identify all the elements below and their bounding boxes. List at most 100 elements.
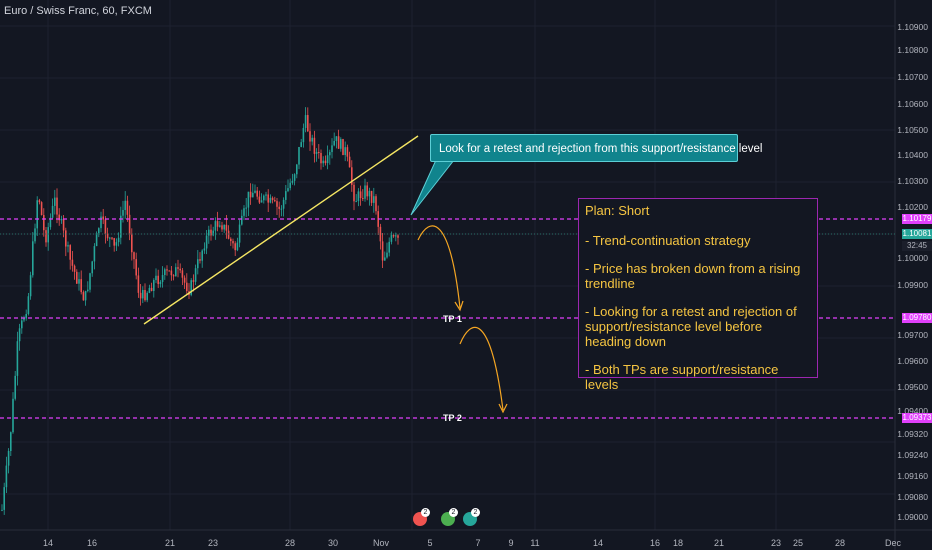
candle-body	[324, 160, 327, 164]
candle-body	[106, 234, 109, 239]
candle-body	[249, 191, 252, 198]
candle-body	[384, 257, 386, 261]
y-tick-label: 1.10800	[897, 45, 928, 55]
candle-body	[126, 200, 129, 215]
candle-body	[342, 139, 344, 155]
y-tick-label: 1.10000	[897, 253, 928, 263]
candle-body	[104, 219, 107, 235]
candle-body	[368, 190, 371, 197]
event-count-badge: 2	[421, 508, 430, 517]
y-tick-label: 1.10200	[897, 202, 928, 212]
candle-body	[280, 208, 283, 210]
y-tick-label: 1.09080	[897, 492, 928, 502]
candle-body	[16, 341, 19, 376]
candle-body	[18, 328, 21, 342]
candle-body	[67, 245, 69, 247]
candle-body	[161, 275, 164, 282]
candle-body	[223, 224, 225, 230]
candle-body	[214, 221, 217, 231]
candle-body	[203, 248, 206, 251]
plan-text-box[interactable]: Plan: Short - Trend-continuation strateg…	[578, 198, 818, 392]
candle-body	[3, 487, 5, 510]
candle-body	[329, 152, 331, 156]
candle-body	[370, 190, 373, 203]
candle-body	[181, 270, 184, 278]
tp2-label[interactable]: TP 2	[443, 413, 462, 423]
candle-body	[117, 237, 120, 243]
candle-body	[38, 200, 41, 203]
candle-body	[51, 205, 54, 218]
candle-body	[241, 215, 243, 225]
candle-body	[80, 279, 82, 293]
projection-arrow-2-head	[498, 403, 508, 414]
plan-line: - Looking for a retest and rejection of …	[585, 304, 797, 349]
candle-body	[388, 241, 390, 253]
candle-body	[234, 243, 236, 251]
candle-body	[271, 197, 274, 201]
economic-event-icon[interactable]: 2	[441, 508, 458, 526]
candle-body	[82, 292, 85, 301]
bar-countdown: 32:45	[902, 241, 932, 251]
candle-body	[139, 292, 142, 299]
candle-body	[95, 233, 98, 247]
candle-body	[355, 201, 357, 203]
candle-body	[260, 200, 263, 203]
y-tick-label: 1.10700	[897, 72, 928, 82]
candle-body	[245, 207, 247, 209]
candle-body	[331, 145, 333, 153]
x-tick-label: 21	[164, 538, 176, 548]
economic-event-icon[interactable]: 2	[413, 508, 430, 526]
candle-body	[87, 289, 89, 291]
x-tick-label: 14	[42, 538, 54, 548]
last-price-tag: 1.10081	[902, 229, 932, 239]
projection-arrow-1[interactable]	[417, 225, 461, 309]
candle-body	[23, 318, 25, 321]
candle-body	[12, 398, 14, 433]
candle-body	[175, 267, 177, 277]
candle-body	[307, 115, 309, 132]
candle-body	[172, 275, 175, 277]
callout-note[interactable]: Look for a retest and rejection from thi…	[430, 134, 762, 162]
candle-body	[227, 230, 230, 239]
candle-body	[144, 289, 146, 301]
candle-body	[293, 174, 296, 181]
candle-body	[397, 235, 399, 238]
candle-body	[346, 147, 349, 157]
candle-body	[392, 235, 395, 237]
candle-body	[256, 190, 258, 197]
candle-body	[78, 279, 80, 284]
candle-body	[29, 275, 32, 297]
projection-arrow-2[interactable]	[459, 326, 504, 411]
candle-body	[109, 237, 111, 239]
candle-body	[32, 241, 34, 276]
candle-body	[65, 230, 67, 247]
tp1-price-tag: 1.09780	[902, 313, 932, 323]
candle-body	[326, 155, 329, 164]
candle-body	[258, 196, 261, 203]
symbol-title[interactable]: Euro / Swiss Franc, 60, FXCM	[4, 5, 152, 17]
candle-body	[219, 225, 221, 227]
candle-body	[34, 228, 36, 242]
candle-body	[357, 191, 360, 202]
candle-body	[142, 289, 144, 299]
economic-event-icon[interactable]: 2	[463, 508, 480, 526]
candle-body	[150, 287, 153, 291]
candle-body	[379, 226, 382, 242]
candle-body	[205, 235, 208, 249]
candle-body	[186, 282, 188, 292]
candle-body	[278, 206, 280, 209]
candle-body	[153, 280, 155, 291]
candle-body	[128, 214, 131, 235]
candle-body	[320, 152, 322, 164]
rising-trendline[interactable]	[143, 135, 419, 325]
candle-body	[287, 188, 289, 192]
candle-body	[146, 292, 148, 301]
tp1-label[interactable]: TP 1	[443, 314, 462, 324]
candle-body	[276, 201, 278, 207]
y-tick-label: 1.10300	[897, 176, 928, 186]
x-tick-label: 7	[475, 538, 481, 548]
candle-body	[58, 214, 60, 221]
candle-body	[221, 225, 223, 230]
candle-body	[373, 196, 375, 203]
